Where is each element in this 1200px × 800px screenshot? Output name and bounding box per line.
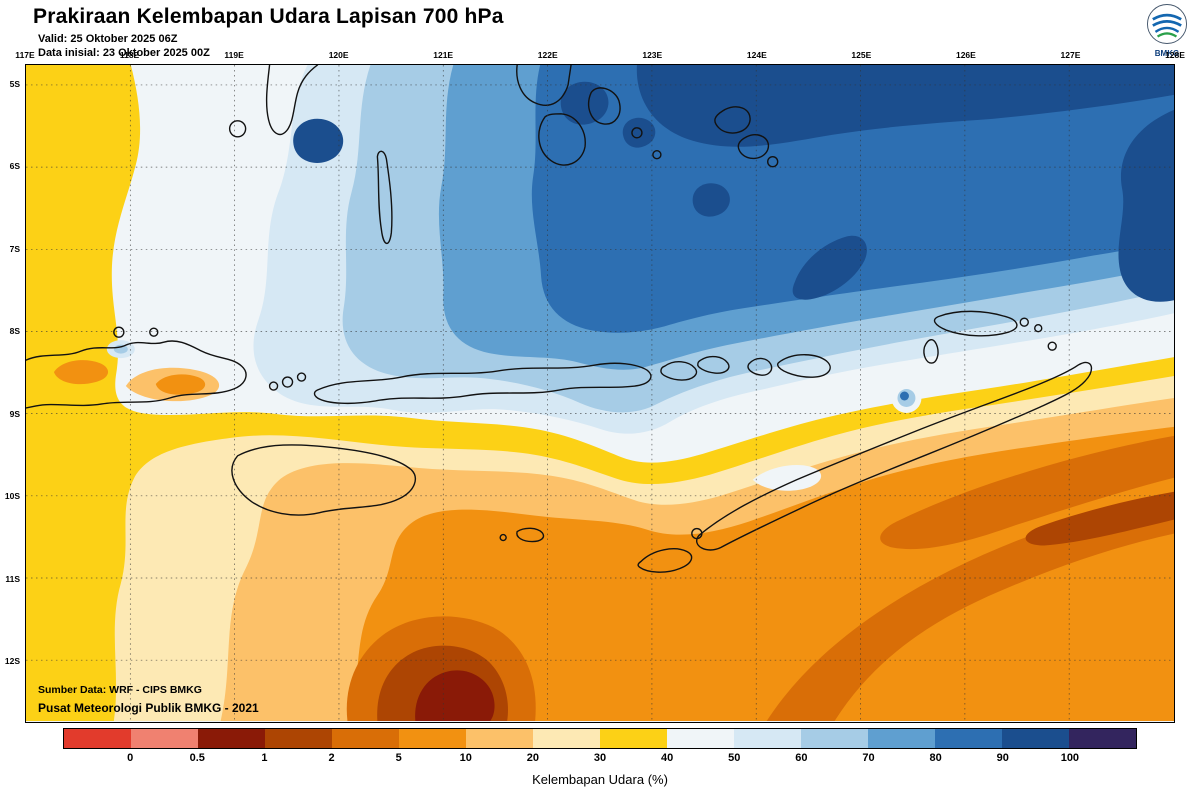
colorbar-tick-label: 70	[862, 752, 875, 764]
lat-label: 12S	[4, 656, 20, 666]
valid-label: Valid:	[38, 33, 68, 45]
colorbar-cell	[332, 729, 399, 748]
lon-label: 121E	[433, 50, 454, 60]
issuer-line: Pusat Meteorologi Publik BMKG - 2021	[38, 701, 259, 715]
lat-labels: 5S 6S 7S 8S 9S 10S 11S 12S	[0, 64, 22, 723]
lat-label: 5S	[9, 79, 20, 89]
colorbar-cell	[935, 729, 1002, 748]
lat-label: 6S	[9, 161, 20, 172]
lon-labels: 117E 118E 119E 120E 121E 122E 123E 124E 125E 126E…	[15, 50, 1185, 62]
lon-label: 125E	[851, 50, 872, 60]
colorbar-tick-label: 10	[459, 752, 472, 764]
colorbar-tick-label: 5	[395, 752, 402, 764]
coastlines	[26, 65, 1093, 573]
graticule	[26, 65, 1174, 722]
colorbar-cell	[533, 729, 600, 748]
lon-label: 119E	[224, 50, 244, 60]
bmkg-logo: BMKG	[1142, 3, 1192, 58]
colorbar-tick-label: 90	[996, 752, 1009, 764]
lon-label: 118E	[119, 50, 140, 60]
lat-label: 8S	[9, 326, 20, 337]
colorbar-cell	[801, 729, 868, 748]
colorbar-cell	[1002, 729, 1069, 748]
colorbar-tick-label: 80	[929, 752, 942, 764]
colorbar-cell	[1069, 729, 1136, 748]
colorbar-cell	[399, 729, 466, 748]
valid-time: Valid: 25 Oktober 2025 06Z	[38, 33, 177, 45]
colorbar-tick-label: 50	[728, 752, 741, 764]
colorbar-cell	[131, 729, 198, 748]
colorbar-tick-label: 0	[127, 752, 134, 764]
colorbar-tick-label: 40	[661, 752, 674, 764]
init-value: 23 Oktober 2025 00Z	[102, 47, 210, 59]
lon-label: 122E	[537, 50, 558, 60]
colorbar-cell	[265, 729, 332, 748]
bmkg-logo-label: BMKG	[1154, 49, 1180, 58]
lon-label: 120E	[328, 50, 349, 60]
lon-label: 124E	[746, 50, 767, 60]
colorbar-tick-label: 100	[1060, 752, 1080, 764]
bmkg-logo-icon	[1146, 3, 1188, 45]
colorbar-cell	[667, 729, 734, 748]
lat-label: 10S	[4, 491, 20, 502]
page-title: Prakiraan Kelembapan Udara Lapisan 700 h…	[33, 5, 504, 28]
colorbar-tick-label: 0.5	[189, 752, 205, 764]
lat-label: 11S	[5, 573, 20, 584]
lat-label: 9S	[9, 408, 20, 419]
colorbar-cell	[868, 729, 935, 748]
valid-value: 25 Oktober 2025 06Z	[70, 33, 178, 45]
colorbar-tick-label: 1	[261, 752, 268, 764]
colorbar-tick-label: 30	[593, 752, 607, 764]
init-time: Data inisial: 23 Oktober 2025 00Z	[38, 47, 210, 59]
colorbar-cell	[734, 729, 801, 748]
colorbar-cell	[600, 729, 667, 748]
colorbar-ticks: 0 0.5 1 2 5 10 20 30 40 50 60 70 80 90 100	[63, 752, 1137, 766]
humidity-map: Sumber Data: WRF - CIPS BMKG Pusat Meteo…	[25, 64, 1175, 723]
lon-label: 123E	[642, 50, 663, 60]
colorbar	[63, 728, 1137, 749]
colorbar-cell	[466, 729, 533, 748]
colorbar-cell	[198, 729, 265, 748]
lon-label: 127E	[1060, 50, 1081, 60]
humidity-field	[26, 65, 1174, 722]
colorbar-tick-label: 60	[795, 752, 808, 764]
lon-label: 117E	[15, 50, 35, 60]
lon-label: 126E	[955, 50, 976, 60]
colorbar-tick-label: 2	[328, 752, 335, 764]
lat-label: 7S	[9, 243, 20, 254]
lon-label: 128E	[1165, 50, 1185, 60]
source-data-line: Sumber Data: WRF - CIPS BMKG	[38, 684, 202, 696]
colorbar-cell	[64, 729, 131, 748]
colorbar-tick-label: 20	[526, 752, 539, 764]
colorbar-caption: Kelembapan Udara (%)	[532, 772, 668, 787]
init-label: Data inisial:	[38, 47, 100, 59]
